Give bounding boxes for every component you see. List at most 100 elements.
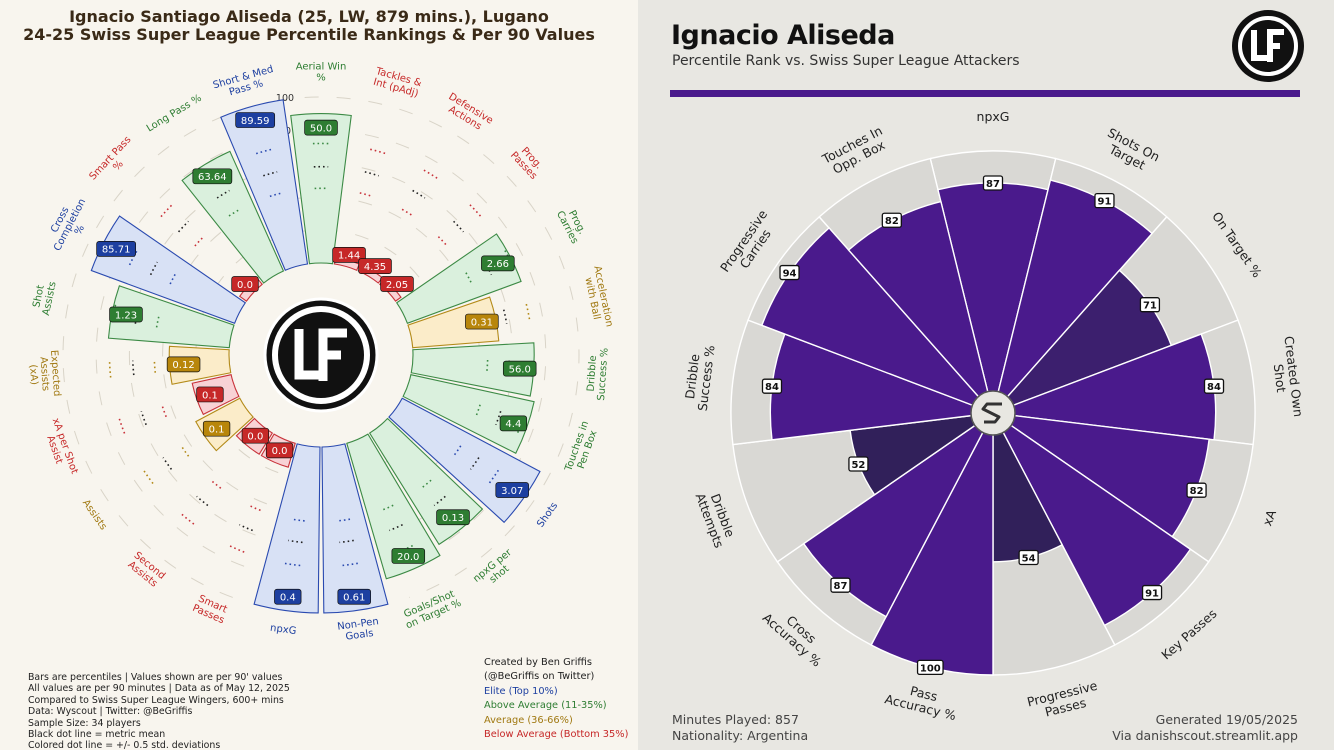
left-pizza-panel: Ignacio Santiago Aliseda (25, LW, 879 mi…: [0, 0, 638, 750]
slice-dot-line: [153, 359, 157, 373]
metric-label: ShotAssists: [30, 278, 59, 316]
slice-dot-line: [401, 208, 414, 217]
slice-dot-line: [525, 303, 531, 321]
value-badge-text: 82: [885, 216, 899, 227]
legend-elite: Elite (Top 10%): [484, 685, 558, 697]
metric-label: Key Passes: [1158, 606, 1219, 663]
pizza-slice: 0.61 Non-PenGoals: [321, 443, 389, 643]
slice-bar: [407, 296, 500, 349]
value-box: [358, 258, 392, 274]
slice-dot-line: [169, 272, 177, 285]
metric-label: npxG: [269, 623, 297, 637]
value-label: 2.66: [487, 259, 509, 270]
value-label: 85.71: [102, 245, 131, 256]
nationality: Nationality: Argentina: [672, 728, 809, 743]
right-footer-left: Minutes Played: 857 Nationality: Argenti…: [672, 712, 808, 744]
slice-dot-line: [339, 539, 354, 544]
value-box: [274, 588, 302, 605]
right-pizza-chart: 87 91 71 84 82 91 54 100 87 52 84 94 82 npxG Shots OnT…: [681, 109, 1307, 724]
guide-arc: [62, 96, 580, 598]
value-badge: [761, 378, 783, 394]
slice-dot-line: [180, 445, 190, 457]
value-label: 63.64: [198, 172, 227, 183]
value-label: 0.1: [209, 424, 225, 435]
slice-dot-line: [288, 539, 303, 544]
value-badge: [881, 212, 902, 228]
metric-label: DribbleSuccess %: [681, 343, 718, 412]
pizza-slice: 2.66 Prog.Carries: [395, 209, 587, 324]
footnote-line: Bars are percentiles | Values shown are …: [28, 672, 283, 683]
metric-label: Prog.Passes: [508, 142, 547, 181]
value-box: [436, 509, 470, 526]
metric-label: Touches inPen Box: [563, 420, 602, 478]
player-name: Ignacio Aliseda: [671, 20, 895, 51]
slice-dot-line: [381, 504, 394, 512]
value-badge-text: 100: [920, 663, 941, 674]
value-label: 0.31: [471, 317, 493, 328]
slice-dot-line: [452, 445, 462, 457]
slice-dot-line: [502, 309, 508, 324]
metric-label: PassAccuracy %: [883, 678, 961, 724]
slice-dot-line: [469, 457, 480, 470]
value-box: [481, 255, 515, 272]
slice-bar: [321, 443, 389, 614]
center-hub: [970, 390, 1016, 436]
metric-label: Shots: [535, 500, 560, 529]
slice-dot-line: [228, 208, 241, 217]
pizza-slice: 0.12 ExpectedAssists(xA): [27, 345, 232, 397]
slice-dot-line: [128, 250, 138, 266]
slice-dot-line: [132, 360, 135, 376]
value-label: 3.07: [501, 486, 523, 497]
value-label: 4.4: [505, 419, 521, 430]
left-title-line2: 24-25 Swiss Super League Percentile Rank…: [23, 25, 595, 44]
slice-bar: [410, 342, 535, 397]
value-badge: [982, 175, 1004, 191]
value-box: [265, 442, 294, 459]
pizza-slice: 0.4 npxG: [253, 443, 321, 637]
value-badge-text: 91: [1098, 197, 1112, 208]
slice-dot-line: [389, 523, 403, 532]
slice-dot-line: [469, 204, 482, 218]
value-badge-text: 52: [851, 460, 865, 471]
value-label: 0.13: [442, 513, 464, 524]
value-box: [332, 247, 366, 263]
left-credits: Created by Ben Griffis (@BeGriffis on Tw…: [484, 656, 628, 742]
value-label: 0.1: [202, 390, 218, 401]
metric-label: Goals/Shoton Target %: [400, 588, 463, 632]
value-box: [304, 119, 338, 136]
value-label: 2.05: [386, 280, 408, 291]
value-box: [202, 420, 231, 437]
slice-bar: [346, 433, 441, 580]
metric-label: Shots OnTarget: [1099, 125, 1163, 177]
slice-dot-line: [210, 479, 222, 489]
pizza-slice: 1.23 ShotAssists: [30, 278, 235, 349]
slice-dot-line: [341, 562, 358, 567]
slice-dot-line: [149, 261, 158, 276]
slice-dot-line: [337, 518, 351, 522]
slice-dot-line: [216, 189, 230, 199]
logo-l: [294, 329, 325, 380]
metric-label: Created OwnShot: [1268, 335, 1307, 419]
metric-label: npxG pershot: [471, 547, 521, 594]
value-label: 4.35: [364, 262, 386, 273]
minutes-played: Minutes Played: 857: [672, 712, 799, 727]
value-box: [235, 112, 276, 128]
value-label: 1.44: [338, 251, 360, 262]
value-badge: [1139, 297, 1161, 313]
value-badge: [916, 659, 944, 676]
slice-dot-line: [412, 189, 426, 199]
right-pizza-panel: Ignacio Aliseda Percentile Rank vs. Swis…: [638, 0, 1334, 750]
value-label: 0.12: [172, 360, 194, 371]
slice-dot-line: [465, 272, 473, 285]
slice-dot-line: [284, 562, 301, 567]
metric-label: Smart Pass%: [88, 134, 142, 190]
center-logo: [263, 297, 379, 413]
logo-l: [1251, 30, 1270, 61]
metric-label: SmartPasses: [191, 593, 230, 627]
logo-ring: [272, 306, 370, 404]
pizza-slice: 0.0 SmartPasses: [191, 433, 296, 627]
slice-dot-line: [485, 359, 489, 373]
slice-dot-line: [269, 192, 283, 198]
slice-dot-line: [239, 523, 253, 532]
